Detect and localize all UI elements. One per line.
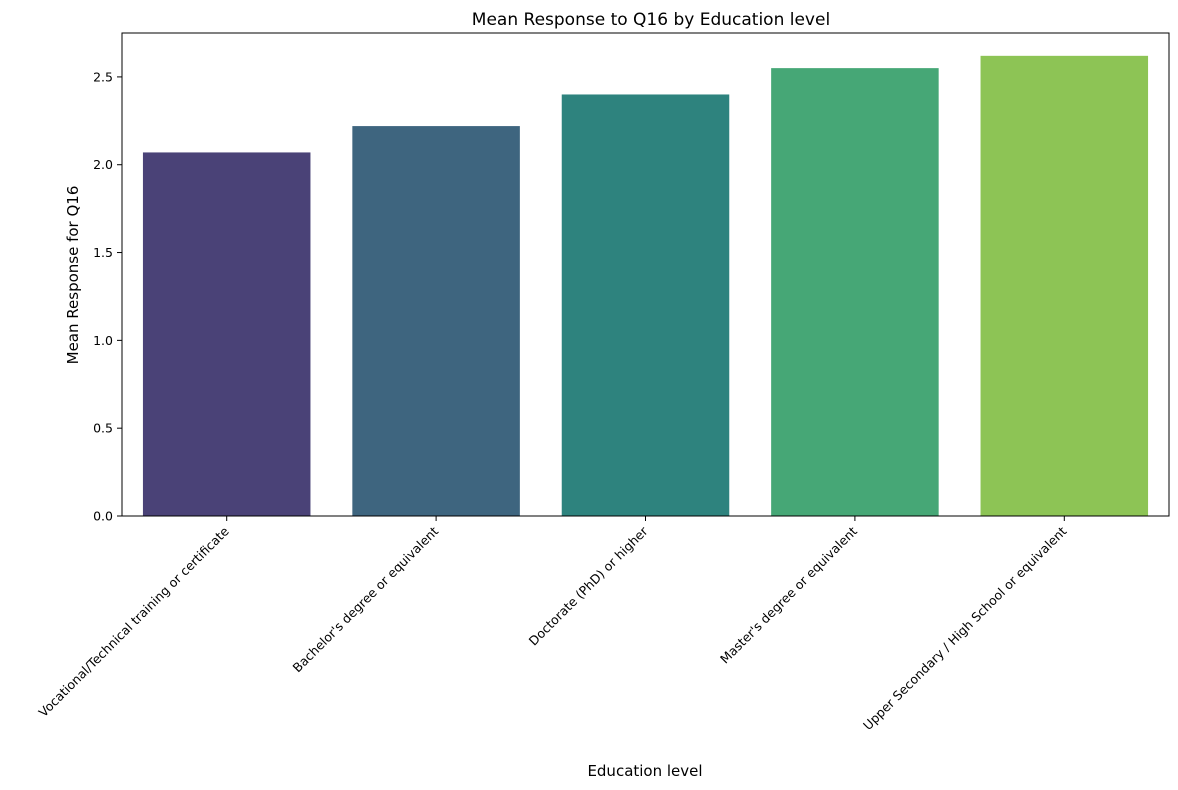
y-tick-label-5: 2.0 xyxy=(93,157,113,172)
bar-4 xyxy=(771,68,939,517)
x-axis-label: Education level xyxy=(587,762,702,780)
y-tick-label-1: 0.0 xyxy=(93,509,113,524)
bar-5 xyxy=(980,55,1149,516)
bar-2 xyxy=(352,126,520,516)
y-axis: 0.0 0.5 1.0 1.5 2.0 2.5 xyxy=(93,69,122,524)
x-axis: Vocational/Technical training or certifi… xyxy=(35,516,1069,733)
x-tick-label-4: Master's degree or equivalent xyxy=(717,523,860,666)
chart-title: Mean Response to Q16 by Education level xyxy=(472,10,830,30)
plot-frame xyxy=(121,32,1170,517)
y-tick-label-2: 0.5 xyxy=(93,421,113,436)
x-tick-label-3: Doctorate (PhD) or higher xyxy=(526,523,652,649)
x-tick-label-5: Upper Secondary / High School or equival… xyxy=(860,523,1069,732)
y-tick-label-6: 2.5 xyxy=(93,69,113,84)
bar-1 xyxy=(142,152,311,516)
y-tick-label-4: 1.5 xyxy=(93,245,113,260)
y-axis-label: Mean Response for Q16 xyxy=(64,186,82,365)
x-tick-label-2: Bachelor's degree or equivalent xyxy=(290,523,442,675)
bars-group xyxy=(142,55,1149,517)
bar-3 xyxy=(561,94,730,517)
x-tick-label-1: Vocational/Technical training or certifi… xyxy=(35,523,232,720)
y-tick-label-3: 1.0 xyxy=(93,333,113,348)
